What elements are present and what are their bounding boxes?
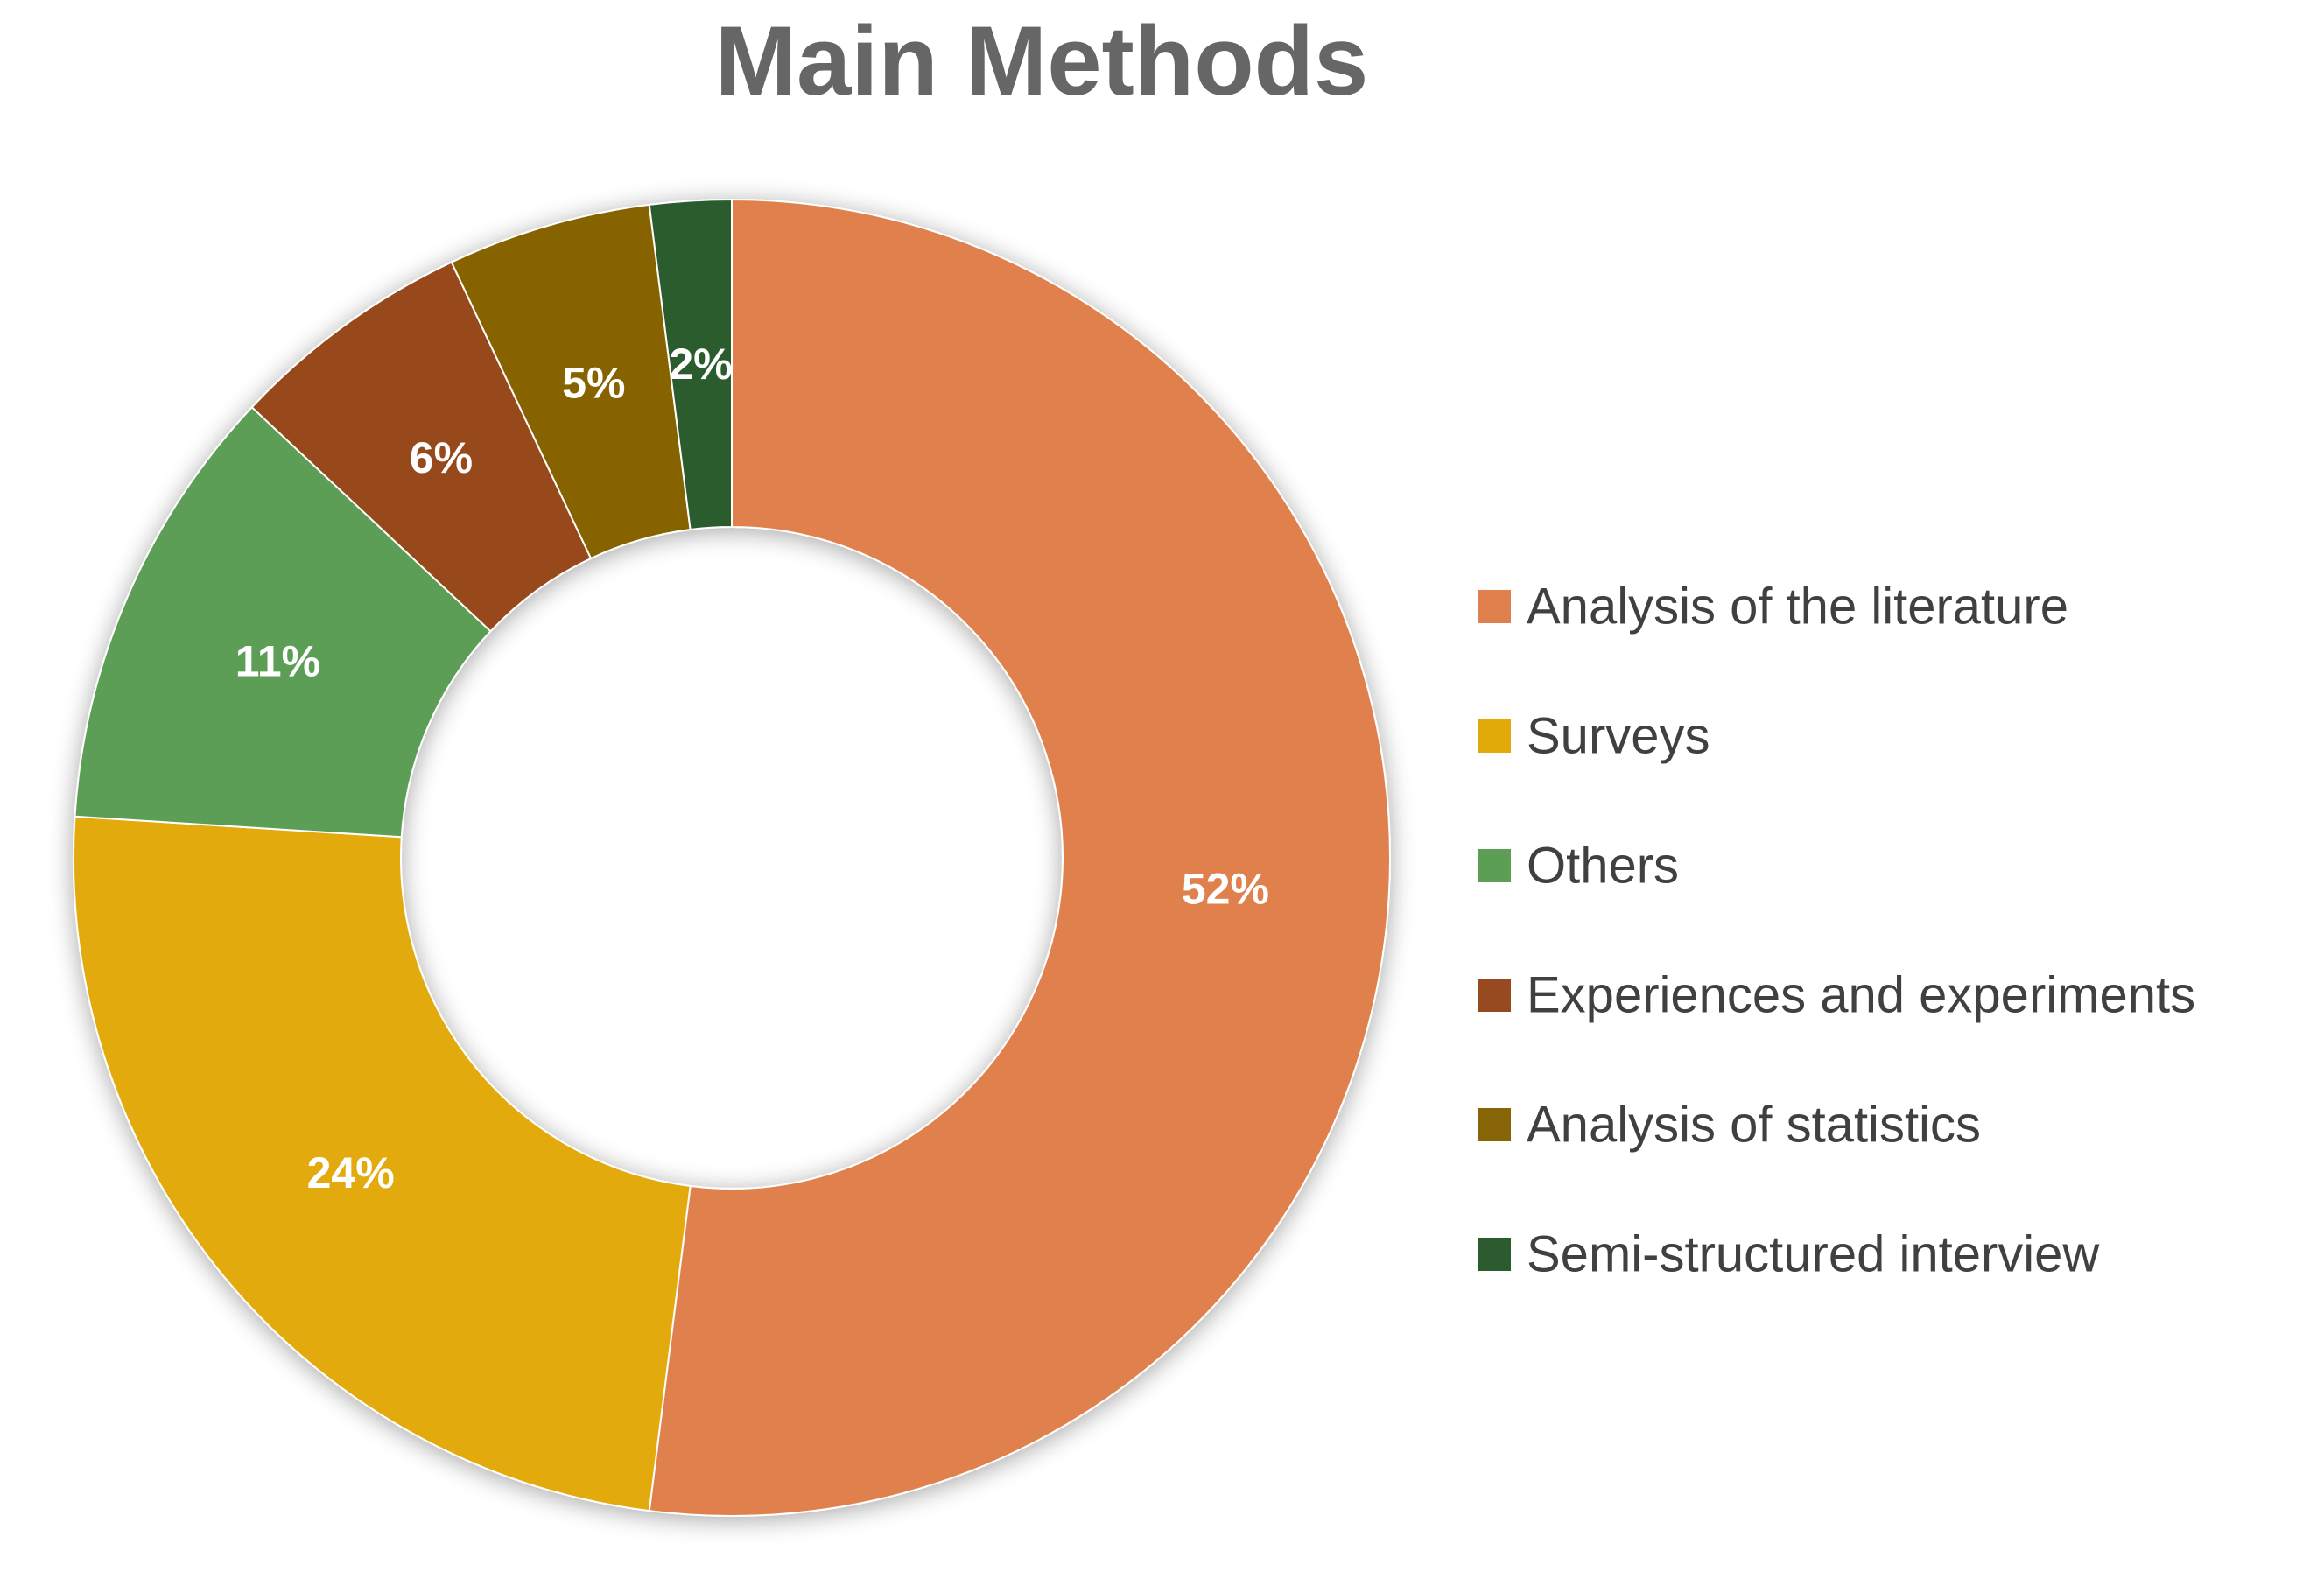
legend-swatch: [1478, 1238, 1511, 1271]
legend-swatch: [1478, 1108, 1511, 1141]
legend-item: Analysis of statistics: [1478, 1097, 1981, 1154]
legend-label: Others: [1527, 838, 1679, 895]
slices-group: [73, 198, 1391, 1517]
data-label: 11%: [235, 637, 320, 686]
slice-surveys: [73, 815, 692, 1512]
slice-analysis-of-the-literature: [648, 198, 1391, 1517]
legend-item: Surveys: [1478, 708, 1710, 765]
legend-item: Others: [1478, 838, 1679, 895]
legend: Analysis of the literature Surveys Others E…: [1478, 579, 2195, 1283]
legend-item: Semi-structured interview: [1478, 1226, 2100, 1283]
data-label: 2%: [669, 340, 732, 389]
legend-item: Analysis of the literature: [1478, 579, 2068, 635]
legend-label: Analysis of the literature: [1527, 579, 2068, 635]
data-label: 6%: [410, 433, 473, 482]
data-label: 24%: [307, 1148, 395, 1197]
legend-swatch: [1478, 849, 1511, 882]
legend-swatch: [1478, 979, 1511, 1012]
data-labels-group: 52% 24% 11% 6% 5% 2%: [235, 340, 1269, 1197]
chart-title: Main Methods: [715, 6, 1369, 116]
data-label: 52%: [1182, 864, 1269, 913]
legend-label: Semi-structured interview: [1527, 1226, 2100, 1283]
legend-label: Experiences and experiments: [1527, 967, 2195, 1024]
slice-others: [74, 405, 492, 839]
legend-label: Analysis of statistics: [1527, 1097, 1981, 1154]
slice-semi-structured-interview: [648, 198, 733, 531]
legend-item: Experiences and experiments: [1478, 967, 2195, 1024]
legend-label: Surveys: [1527, 708, 1710, 765]
legend-swatch: [1478, 719, 1511, 753]
data-label: 5%: [562, 358, 625, 407]
legend-swatch: [1478, 590, 1511, 623]
